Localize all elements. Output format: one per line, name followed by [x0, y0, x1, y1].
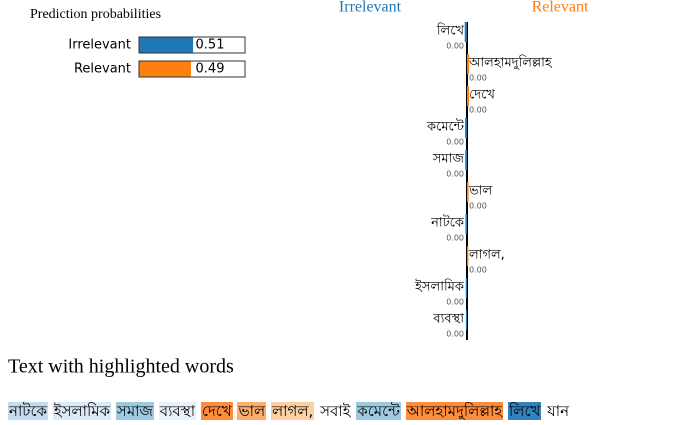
word: যান: [547, 402, 570, 420]
word: ব্যবস্থা: [158, 402, 197, 420]
weight-label: 0.00: [446, 42, 464, 51]
weight-label: 0.00: [469, 266, 487, 275]
probabilities-title: Prediction probabilities: [30, 7, 161, 22]
class-name: Relevant: [532, 0, 589, 16]
bar-frame: [138, 60, 246, 78]
weight-bar: [465, 310, 467, 330]
weight-label: 0.00: [469, 202, 487, 211]
weight-bar: [467, 54, 470, 74]
weight-bar: [465, 278, 467, 298]
bar-frame: [138, 36, 246, 54]
weight-bar: [465, 150, 467, 170]
word: সমাজ: [115, 402, 154, 420]
feature-word: ব্যবস্থা: [432, 312, 464, 327]
weight-bar: [465, 214, 467, 234]
feature-word: নাটকে: [430, 215, 465, 231]
probability-label: 0.49: [196, 62, 225, 77]
explanation-chart: Prediction probabilities Irrelevant Rele…: [8, 0, 589, 378]
word: কমেন্টে: [356, 402, 401, 420]
feature-word: সমাজ: [432, 152, 465, 167]
weight-bar: [467, 246, 469, 266]
word: দেখে: [200, 402, 233, 420]
word: ভাল: [237, 402, 267, 420]
class-name: Irrelevant: [339, 0, 402, 16]
word: লিখে: [508, 402, 542, 420]
weight-label: 0.00: [446, 170, 464, 179]
feature-word: দেখে: [469, 88, 495, 103]
class-label: Irrelevant: [68, 38, 131, 53]
weight-label: 0.00: [469, 106, 487, 115]
weight-bar: [465, 118, 467, 138]
feature-word: লাগল,: [468, 248, 505, 263]
feature-word: ইসলামিক: [414, 279, 465, 295]
weight-label: 0.00: [446, 138, 464, 147]
weight-bar: [467, 182, 469, 202]
feature-word: ভাল: [468, 184, 492, 199]
weight-label: 0.00: [446, 330, 464, 339]
feature-word: লিখে: [436, 23, 465, 39]
weight-label: 0.00: [446, 298, 464, 307]
word: নাটকে: [8, 402, 48, 420]
weight-label: 0.00: [469, 74, 487, 83]
highlighted-text: নাটকে ইসলামিক সমাজ ব্যবস্থা দেখে ভাল লাগ…: [8, 400, 570, 425]
class-label: Relevant: [74, 62, 131, 77]
weight-bar: [467, 86, 469, 106]
word: লাগল,: [270, 402, 315, 420]
word: সবাই: [320, 402, 351, 420]
word: আলহামদুলিল্লাহ: [405, 402, 504, 420]
weight-label: 0.00: [446, 234, 464, 243]
highlight-title: Text with highlighted words: [8, 356, 234, 378]
word: ইসলামিক: [52, 402, 112, 420]
feature-word: আলহামদুলিল্লাহ: [468, 55, 553, 71]
weight-bar: [464, 22, 467, 42]
probability-bar: [139, 61, 191, 77]
feature-word: কমেন্টে: [426, 119, 465, 135]
probability-bar: [139, 37, 194, 53]
probability-label: 0.51: [196, 38, 225, 53]
